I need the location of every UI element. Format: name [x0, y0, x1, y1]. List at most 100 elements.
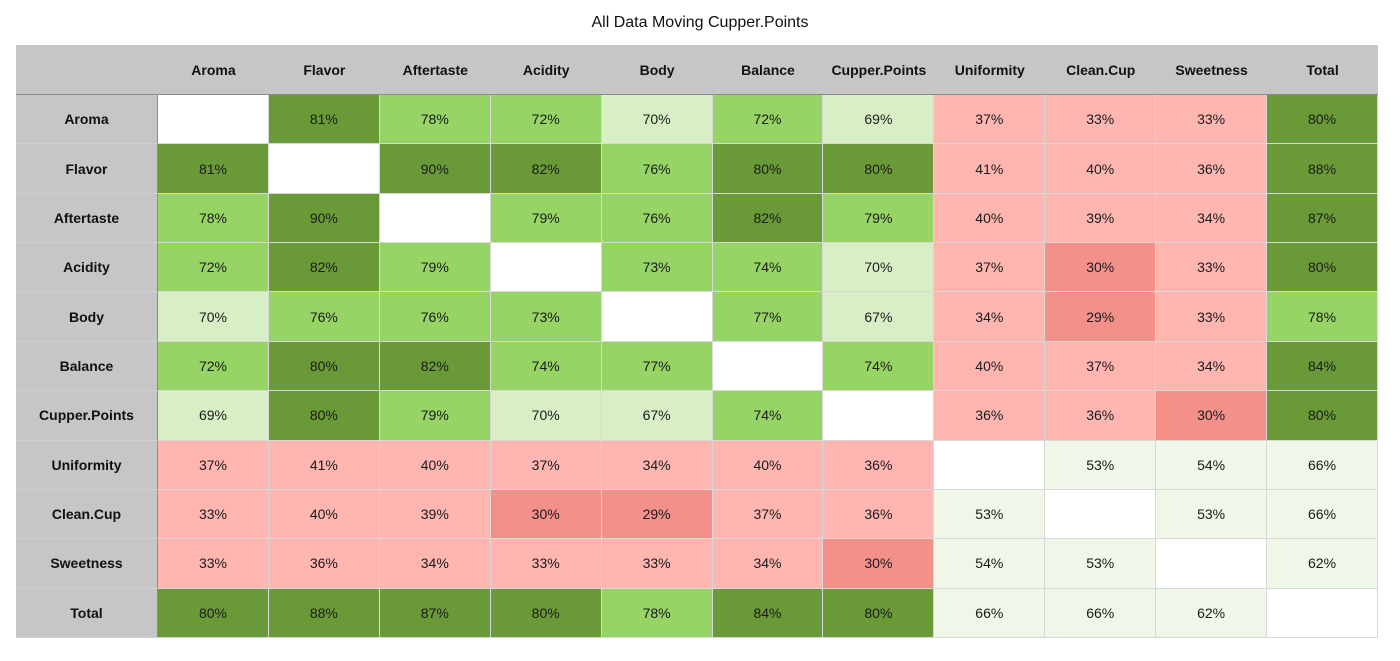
heatmap-cell-body-body [601, 292, 713, 342]
heatmap-cell-uniformity-sweetness: 54% [1156, 440, 1268, 490]
heatmap-cell-total-clean-cup: 66% [1045, 588, 1157, 638]
heatmap-cell-cupper-points-body: 67% [601, 391, 713, 441]
heatmap-cell-total-acidity: 80% [490, 588, 602, 638]
heatmap-cell-total-balance: 84% [712, 588, 824, 638]
row-header-aftertaste: Aftertaste [16, 193, 158, 244]
heatmap-cell-clean-cup-acidity: 30% [490, 489, 602, 540]
row-header-total: Total [16, 588, 158, 638]
corner-cell [16, 45, 158, 95]
heatmap-cell-uniformity-body: 34% [601, 440, 713, 490]
row-header-sweetness: Sweetness [16, 539, 158, 589]
heatmap-cell-acidity-cupper-points: 70% [823, 243, 935, 293]
heatmap-cell-uniformity-flavor: 41% [268, 440, 380, 490]
heatmap-cell-balance-body: 77% [601, 341, 713, 392]
column-header-sweetness: Sweetness [1156, 45, 1268, 95]
heatmap-cell-flavor-sweetness: 36% [1156, 144, 1268, 194]
heatmap-cell-aroma-aftertaste: 78% [379, 95, 491, 145]
heatmap-cell-aftertaste-clean-cup: 39% [1045, 193, 1157, 244]
heatmap-cell-cupper-points-acidity: 70% [490, 391, 602, 441]
heatmap-cell-flavor-balance: 80% [712, 144, 824, 194]
row-header-acidity: Acidity [16, 243, 158, 293]
heatmap-cell-body-acidity: 73% [490, 292, 602, 342]
row-header-body: Body [16, 292, 158, 342]
heatmap-cell-uniformity-clean-cup: 53% [1045, 440, 1157, 490]
heatmap-cell-acidity-flavor: 82% [268, 243, 380, 293]
heatmap-cell-balance-clean-cup: 37% [1045, 341, 1157, 392]
heatmap-cell-balance-uniformity: 40% [934, 341, 1046, 392]
heatmap-cell-clean-cup-clean-cup [1045, 489, 1157, 540]
heatmap-cell-aftertaste-body: 76% [601, 193, 713, 244]
column-header-uniformity: Uniformity [934, 45, 1046, 95]
column-header-total: Total [1267, 45, 1378, 95]
column-header-balance: Balance [712, 45, 824, 95]
row-header-aroma: Aroma [16, 95, 158, 145]
heatmap-cell-balance-acidity: 74% [490, 341, 602, 392]
heatmap-cell-aftertaste-uniformity: 40% [934, 193, 1046, 244]
heatmap-cell-aroma-flavor: 81% [268, 95, 380, 145]
heatmap-cell-cupper-points-total: 80% [1267, 391, 1378, 441]
column-header-aftertaste: Aftertaste [379, 45, 491, 95]
heatmap-cell-clean-cup-balance: 37% [712, 489, 824, 540]
heatmap-cell-body-clean-cup: 29% [1045, 292, 1157, 342]
heatmap-cell-aroma-body: 70% [601, 95, 713, 145]
column-header-flavor: Flavor [268, 45, 380, 95]
heatmap-cell-clean-cup-sweetness: 53% [1156, 489, 1268, 540]
heatmap-cell-balance-total: 84% [1267, 341, 1378, 392]
heatmap-cell-balance-sweetness: 34% [1156, 341, 1268, 392]
heatmap-cell-sweetness-acidity: 33% [490, 539, 602, 589]
heatmap-cell-aroma-uniformity: 37% [934, 95, 1046, 145]
heatmap-cell-cupper-points-sweetness: 30% [1156, 391, 1268, 441]
heatmap-cell-sweetness-cupper-points: 30% [823, 539, 935, 589]
heatmap-cell-acidity-balance: 74% [712, 243, 824, 293]
heatmap-cell-aftertaste-sweetness: 34% [1156, 193, 1268, 244]
heatmap-cell-flavor-flavor [268, 144, 380, 194]
heatmap-cell-acidity-clean-cup: 30% [1045, 243, 1157, 293]
heatmap-cell-total-uniformity: 66% [934, 588, 1046, 638]
row-header-clean-cup: Clean.Cup [16, 489, 158, 540]
row-header-balance: Balance [16, 341, 158, 392]
column-header-body: Body [601, 45, 713, 95]
heatmap-cell-total-aftertaste: 87% [379, 588, 491, 638]
heatmap-cell-balance-flavor: 80% [268, 341, 380, 392]
heatmap-cell-sweetness-balance: 34% [712, 539, 824, 589]
heatmap-cell-acidity-body: 73% [601, 243, 713, 293]
heatmap-cell-aftertaste-total: 87% [1267, 193, 1378, 244]
heatmap-cell-body-uniformity: 34% [934, 292, 1046, 342]
heatmap-cell-sweetness-aftertaste: 34% [379, 539, 491, 589]
heatmap-cell-cupper-points-cupper-points [823, 391, 935, 441]
column-header-cupper-points: Cupper.Points [823, 45, 935, 95]
heatmap-cell-total-cupper-points: 80% [823, 588, 935, 638]
heatmap-cell-cupper-points-aroma: 69% [158, 391, 269, 441]
heatmap-cell-uniformity-aftertaste: 40% [379, 440, 491, 490]
heatmap-cell-aroma-aroma [158, 95, 269, 145]
heatmap-cell-cupper-points-uniformity: 36% [934, 391, 1046, 441]
heatmap-cell-flavor-aroma: 81% [158, 144, 269, 194]
heatmap-cell-aroma-total: 80% [1267, 95, 1378, 145]
heatmap-cell-cupper-points-clean-cup: 36% [1045, 391, 1157, 441]
column-header-clean-cup: Clean.Cup [1045, 45, 1157, 95]
heatmap-cell-aftertaste-aroma: 78% [158, 193, 269, 244]
column-header-acidity: Acidity [490, 45, 602, 95]
heatmap-cell-balance-balance [712, 341, 824, 392]
heatmap-cell-total-flavor: 88% [268, 588, 380, 638]
heatmap-cell-balance-cupper-points: 74% [823, 341, 935, 392]
heatmap-cell-body-sweetness: 33% [1156, 292, 1268, 342]
heatmap-cell-sweetness-sweetness [1156, 539, 1268, 589]
heatmap-cell-acidity-acidity [490, 243, 602, 293]
heatmap-cell-body-flavor: 76% [268, 292, 380, 342]
heatmap-cell-clean-cup-aroma: 33% [158, 489, 269, 540]
heatmap-cell-cupper-points-aftertaste: 79% [379, 391, 491, 441]
heatmap-cell-body-aftertaste: 76% [379, 292, 491, 342]
heatmap-cell-aroma-sweetness: 33% [1156, 95, 1268, 145]
heatmap-cell-aftertaste-acidity: 79% [490, 193, 602, 244]
heatmap-cell-aroma-cupper-points: 69% [823, 95, 935, 145]
heatmap-cell-aroma-clean-cup: 33% [1045, 95, 1157, 145]
heatmap-cell-sweetness-clean-cup: 53% [1045, 539, 1157, 589]
heatmap-cell-total-aroma: 80% [158, 588, 269, 638]
heatmap-cell-clean-cup-cupper-points: 36% [823, 489, 935, 540]
heatmap-cell-flavor-body: 76% [601, 144, 713, 194]
heatmap-cell-sweetness-aroma: 33% [158, 539, 269, 589]
heatmap-cell-uniformity-uniformity [934, 440, 1046, 490]
row-header-flavor: Flavor [16, 144, 158, 194]
heatmap-cell-sweetness-total: 62% [1267, 539, 1378, 589]
